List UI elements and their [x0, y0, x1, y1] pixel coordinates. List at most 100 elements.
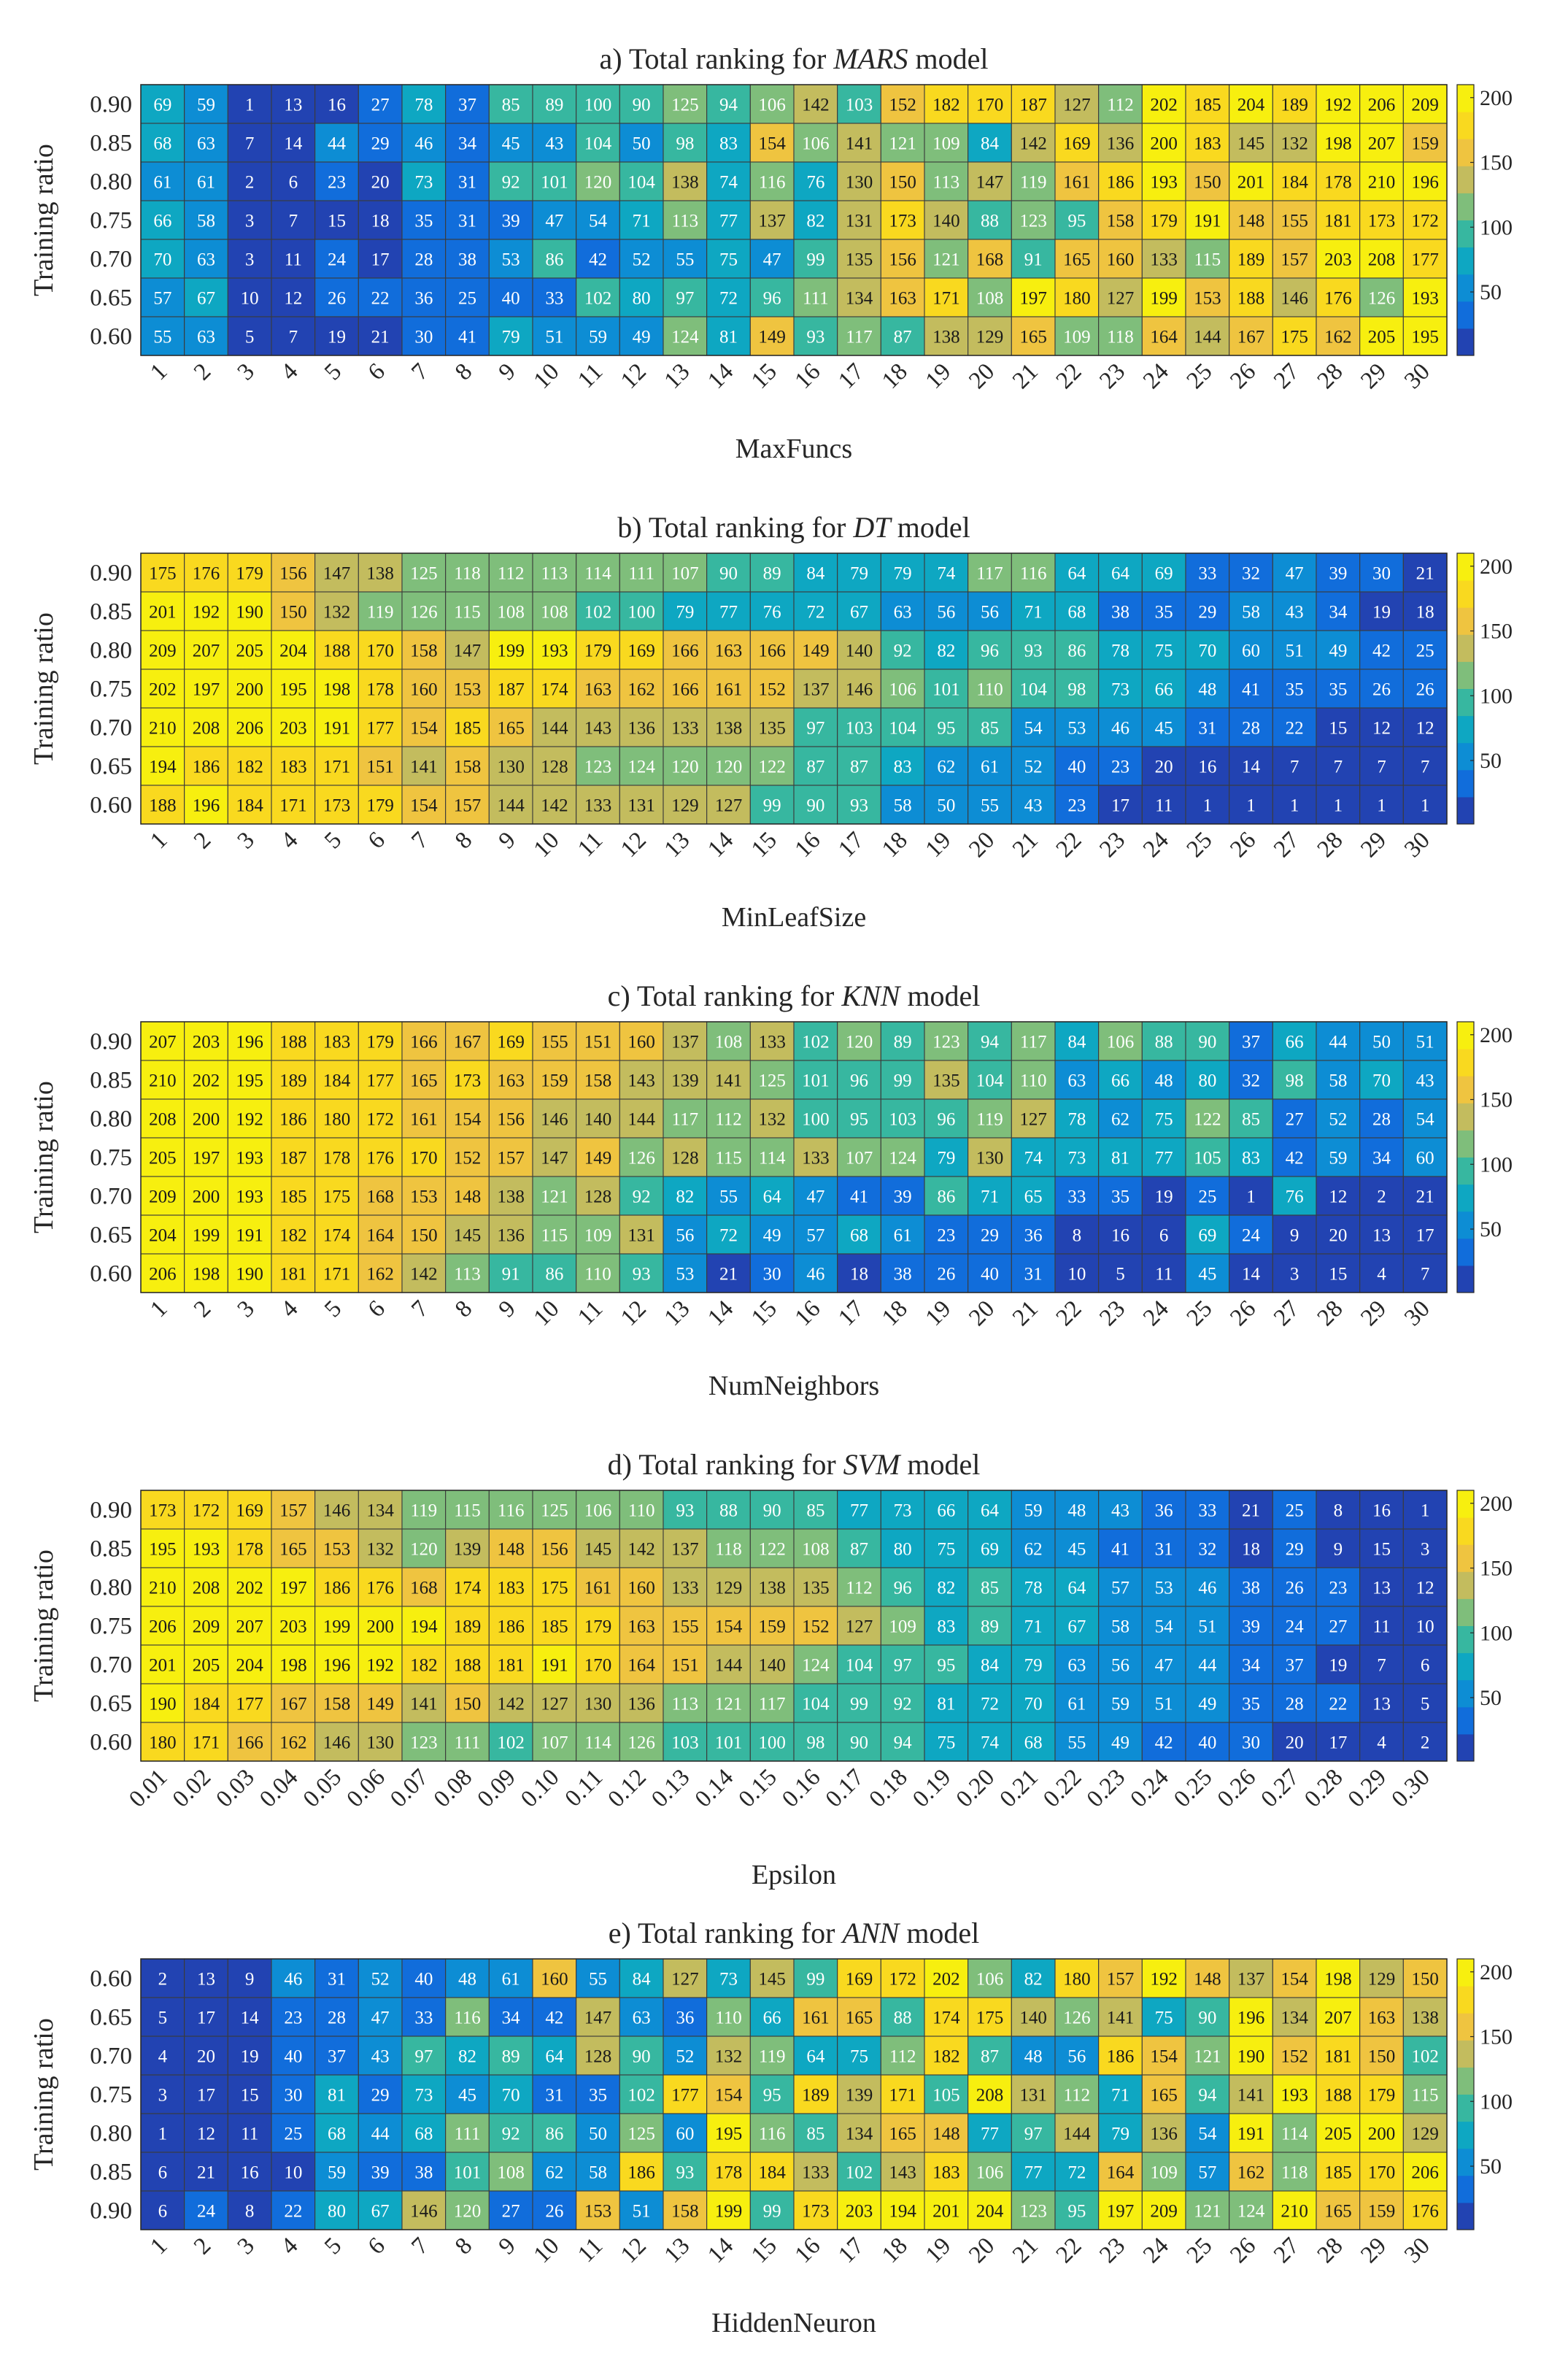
cell-value-label: 5: [245, 328, 255, 347]
x-tick-label: 26: [1225, 1295, 1261, 1331]
cell-value-label: 71: [1024, 603, 1043, 623]
colorbar-segment: [1457, 220, 1474, 248]
cell-value-label: 74: [981, 1733, 1000, 1753]
cell-value-label: 122: [758, 1540, 786, 1560]
heatmap-cell: [1229, 1137, 1273, 1177]
heatmap-cell: [227, 316, 272, 356]
heatmap-cell: [401, 785, 447, 825]
cell-value-label: 42: [589, 250, 607, 270]
heatmap-cell: [619, 2190, 664, 2230]
colorbar-segment: [1457, 1679, 1474, 1708]
cell-value-label: 162: [1324, 328, 1352, 347]
cell-value-label: 136: [1150, 2125, 1178, 2144]
heatmap-cell: [880, 84, 925, 124]
heatmap-cell: [140, 200, 185, 240]
heatmap-cell: [314, 2152, 359, 2192]
cell-value-label: 172: [1411, 212, 1439, 231]
cell-value-label: 205: [1368, 328, 1396, 347]
heatmap-cell: [1054, 785, 1100, 825]
heatmap-cell: [837, 1490, 881, 1530]
colorbar-segment: [1457, 1211, 1474, 1239]
x-tick-label: 3: [233, 2233, 260, 2260]
heatmap-cell: [271, 1253, 316, 1293]
cell-value-label: 51: [1416, 1033, 1434, 1052]
cell-value-label: 8: [245, 2202, 255, 2222]
colorbar-segment: [1457, 2202, 1474, 2230]
heatmap-cell: [1011, 161, 1056, 201]
heatmap-cell: [880, 239, 925, 279]
cell-value-label: 62: [937, 758, 955, 777]
x-tick-label: 9: [494, 2233, 521, 2260]
cell-value-label: 97: [1024, 2125, 1043, 2144]
cell-value-label: 75: [719, 250, 738, 270]
x-tick-label: 17: [833, 358, 869, 394]
cell-value-label: 115: [454, 603, 481, 623]
colorbar-segment: [1457, 688, 1474, 717]
heatmap-cell: [1011, 1606, 1056, 1646]
heatmap-cell: [1272, 1098, 1317, 1139]
heatmap-cell: [968, 552, 1012, 593]
x-tick-label: 30: [1399, 827, 1435, 863]
cell-value-label: 7: [1334, 758, 1343, 777]
cell-value-label: 51: [1286, 642, 1304, 661]
cell-value-label: 54: [1416, 1110, 1435, 1130]
heatmap-cell: [532, 1214, 577, 1255]
x-tick-label: 0.05: [298, 1764, 347, 1812]
cell-value-label: 6: [1421, 1656, 1430, 1676]
cell-value-label: 177: [671, 2086, 699, 2106]
heatmap-cell: [1098, 1528, 1143, 1568]
heatmap-cell: [663, 2190, 708, 2230]
cell-value-label: 13: [1372, 1579, 1391, 1598]
cell-value-label: 192: [1324, 96, 1352, 115]
heatmap-cell: [837, 1214, 881, 1255]
cell-value-label: 202: [236, 1579, 263, 1598]
heatmap-cell: [1272, 1021, 1317, 1061]
x-tick-label: 0.24: [1126, 1764, 1174, 1812]
cell-value-label: 161: [715, 680, 743, 700]
cell-value-label: 187: [497, 680, 525, 700]
x-tick-label: 0.13: [646, 1764, 695, 1812]
cell-value-label: 171: [193, 1733, 220, 1753]
colorbar-segment: [1457, 661, 1474, 689]
heatmap-cell: [1054, 277, 1100, 317]
cell-value-label: 120: [454, 2202, 482, 2222]
cell-value-label: 184: [323, 1071, 351, 1091]
heatmap-cell: [968, 1176, 1012, 1216]
heatmap-cell: [532, 1253, 577, 1293]
cell-value-label: 62: [1111, 1110, 1129, 1130]
cell-value-label: 1: [1246, 796, 1256, 816]
heatmap-cell: [1229, 1176, 1273, 1216]
heatmap-cell: [1402, 1137, 1448, 1177]
x-tick-label: 28: [1313, 358, 1348, 394]
cell-value-label: 28: [1242, 719, 1260, 739]
heatmap-cell: [1359, 1021, 1404, 1061]
cell-value-label: 206: [1411, 2163, 1439, 2183]
heatmap-cell: [1229, 2074, 1273, 2114]
cell-value-label: 125: [671, 96, 699, 115]
heatmap-cell: [1185, 2074, 1230, 2114]
x-tick-label: 3: [233, 827, 260, 854]
heatmap-cell: [227, 630, 272, 670]
heatmap-cell: [924, 1644, 969, 1684]
cell-value-label: 124: [802, 1656, 830, 1676]
cell-value-label: 158: [454, 758, 482, 777]
cell-value-label: 56: [1111, 1656, 1129, 1676]
cell-value-label: 185: [454, 719, 482, 739]
x-tick-label: 11: [573, 2233, 608, 2268]
heatmap-cell: [271, 1644, 316, 1684]
cell-value-label: 142: [627, 1540, 655, 1560]
heatmap-cell: [880, 161, 925, 201]
heatmap-cell: [619, 1644, 664, 1684]
cell-value-label: 89: [502, 2047, 520, 2067]
cell-value-label: 189: [279, 1071, 307, 1091]
heatmap-cell: [227, 1567, 272, 1607]
cell-value-label: 6: [289, 173, 298, 193]
cell-value-label: 180: [149, 1733, 177, 1753]
cell-value-label: 182: [410, 1656, 438, 1676]
cell-value-label: 105: [932, 2086, 960, 2106]
cell-value-label: 133: [671, 719, 699, 739]
heatmap-cell: [1402, 1021, 1448, 1061]
heatmap-cell: [837, 1021, 881, 1061]
heatmap-cell: [227, 239, 272, 279]
cell-value-label: 198: [279, 1656, 307, 1676]
